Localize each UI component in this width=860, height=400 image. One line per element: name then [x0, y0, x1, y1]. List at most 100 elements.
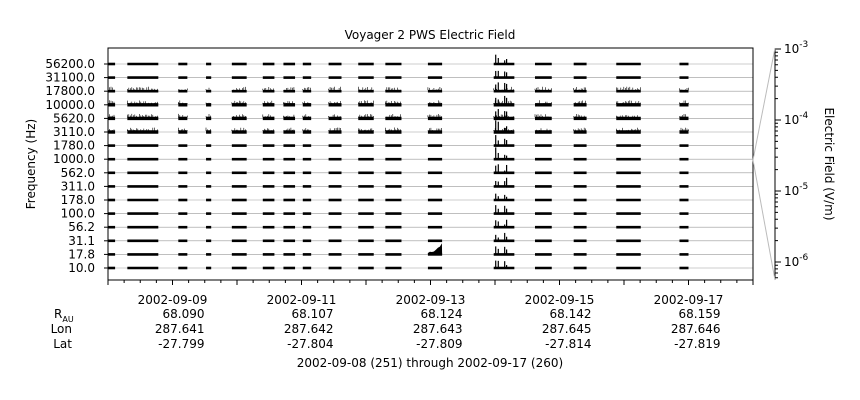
- trace-noise: [385, 114, 401, 118]
- plot-frame: [107, 47, 754, 281]
- lat-value: -27.809: [416, 337, 462, 351]
- lat-value: -27.814: [545, 337, 591, 351]
- colorbar-tick-label: 10-3: [784, 40, 808, 56]
- trace-noise: [205, 87, 211, 91]
- trace-noise: [302, 114, 311, 118]
- y-tick-label: 311.0: [61, 179, 95, 193]
- r-au-value: 68.159: [679, 307, 721, 321]
- x-tick-date: 2002-09-11: [267, 293, 337, 307]
- y-tick-label: 1780.0: [53, 139, 95, 153]
- trace-noise: [328, 114, 341, 118]
- lat-label: Lat: [53, 337, 72, 351]
- trace-noise: [616, 115, 641, 118]
- trace-noise: [127, 127, 158, 131]
- y-tick-label: 10000.0: [45, 98, 95, 112]
- x-tick-date: 2002-09-09: [138, 293, 208, 307]
- trace-noise: [358, 100, 374, 104]
- trace-noise: [231, 86, 246, 91]
- trace-noise: [302, 101, 310, 104]
- lat-value: -27.799: [158, 337, 204, 351]
- lon-value: 287.643: [413, 322, 463, 336]
- trace-noise: [205, 114, 211, 118]
- trace-noise: [679, 87, 689, 91]
- r-au-label: RAU: [54, 307, 74, 324]
- trace-noise: [205, 127, 211, 131]
- colorbar-label: Electric Field (V/m): [822, 107, 836, 220]
- trace-noise: [178, 88, 188, 91]
- trace-noise: [573, 100, 586, 104]
- x-tick-date: 2002-09-13: [396, 293, 466, 307]
- colorbar-connector-bottom: [752, 159, 776, 281]
- trace-noise: [302, 128, 311, 131]
- trace-noise: [205, 102, 211, 104]
- x-tick-date: 2002-09-15: [525, 293, 595, 307]
- trace-noise: [328, 86, 341, 91]
- trace-noise: [573, 127, 586, 131]
- trace-noise: [283, 114, 295, 118]
- trace-noise: [107, 86, 115, 91]
- trace-noise: [573, 114, 586, 118]
- rising-feature: [427, 243, 443, 255]
- y-tick-label: 5620.0: [53, 111, 95, 125]
- y-ticks: 10.017.831.156.2100.0178.0311.0562.01000…: [45, 57, 108, 275]
- trace-noise: [385, 127, 401, 131]
- trace-noise: [178, 127, 188, 131]
- r-au-value: 68.090: [163, 307, 205, 321]
- trace-noise: [262, 100, 274, 104]
- r-au-value: 68.142: [550, 307, 592, 321]
- y-tick-label: 562.0: [61, 166, 95, 180]
- y-tick-label: 1000.0: [53, 152, 95, 166]
- x-tick-date: 2002-09-17: [654, 293, 724, 307]
- trace-noise: [231, 100, 246, 104]
- trace-noise: [328, 101, 341, 104]
- y-tick-label: 56.2: [68, 220, 95, 234]
- trace-noise: [231, 114, 246, 118]
- y-tick-label: 31100.0: [45, 71, 95, 85]
- trace-noise: [616, 100, 641, 104]
- y-tick-label: 178.0: [61, 193, 95, 207]
- trace-noise: [616, 127, 641, 131]
- r-au-value: 68.107: [292, 307, 334, 321]
- trace-noise: [262, 114, 274, 118]
- trace-noise: [385, 100, 401, 104]
- trace-noise: [427, 127, 442, 131]
- trace-noise: [231, 127, 246, 131]
- trace-noise: [493, 86, 514, 91]
- trace-noise: [283, 101, 295, 104]
- trace-noise: [328, 127, 341, 131]
- trace-noise: [534, 114, 552, 118]
- trace-noise: [262, 128, 274, 131]
- lon-value: 287.645: [542, 322, 592, 336]
- traces: [107, 54, 689, 270]
- lon-value: 287.646: [671, 322, 721, 336]
- trace-noise: [178, 100, 188, 104]
- colorbar-connector-top: [752, 47, 776, 161]
- y-axis-label: Frequency (Hz): [24, 119, 38, 210]
- colorbar: 10-6 10-5 10-4 10-3 Electric Field (V/m): [752, 40, 836, 281]
- gridlines: [108, 63, 753, 269]
- trace-noise: [178, 113, 188, 118]
- trace-noise: [679, 100, 689, 104]
- colorbar-tick-label: 10-4: [784, 111, 809, 127]
- y-tick-label: 17.8: [68, 247, 95, 261]
- trace-noise: [534, 100, 552, 104]
- trace-noise: [573, 87, 586, 91]
- x-axis-label: 2002-09-08 (251) through 2002-09-17 (260…: [297, 356, 563, 370]
- trace-noise: [358, 86, 374, 91]
- trace-noise: [302, 87, 311, 91]
- y-tick-label: 17800.0: [45, 84, 95, 98]
- trace-noise: [427, 114, 442, 118]
- trace-noise: [385, 87, 401, 91]
- trace-noise: [358, 114, 374, 118]
- trace-noise: [358, 128, 374, 131]
- trace-noise: [127, 100, 158, 104]
- lat-value: -27.819: [674, 337, 720, 351]
- trace-noise: [127, 113, 158, 118]
- trace-noise: [534, 86, 552, 91]
- lon-value: 287.642: [284, 322, 334, 336]
- r-au-value: 68.124: [421, 307, 463, 321]
- lon-label: Lon: [51, 322, 72, 336]
- y-tick-label: 3110.0: [53, 125, 95, 139]
- colorbar-tick-label: 10-5: [784, 182, 808, 198]
